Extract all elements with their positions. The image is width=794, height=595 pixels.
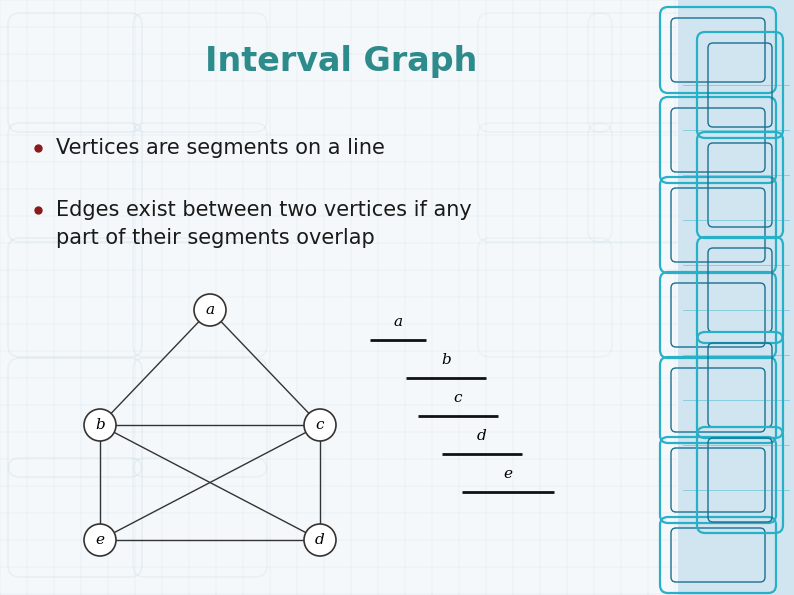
Circle shape [194, 294, 226, 326]
Text: part of their segments overlap: part of their segments overlap [56, 228, 375, 248]
Text: c: c [316, 418, 324, 432]
Text: a: a [394, 315, 403, 329]
Text: d: d [477, 429, 487, 443]
Text: c: c [453, 391, 462, 405]
Text: d: d [315, 533, 325, 547]
Circle shape [84, 524, 116, 556]
Text: b: b [441, 353, 451, 367]
Circle shape [84, 409, 116, 441]
Text: Edges exist between two vertices if any: Edges exist between two vertices if any [56, 200, 472, 220]
Circle shape [304, 524, 336, 556]
Circle shape [304, 409, 336, 441]
Text: b: b [95, 418, 105, 432]
Text: Vertices are segments on a line: Vertices are segments on a line [56, 138, 385, 158]
Text: a: a [206, 303, 214, 317]
Text: e: e [503, 467, 512, 481]
Text: e: e [95, 533, 105, 547]
Bar [678, 0, 794, 595]
Text: Interval Graph: Interval Graph [205, 45, 478, 79]
